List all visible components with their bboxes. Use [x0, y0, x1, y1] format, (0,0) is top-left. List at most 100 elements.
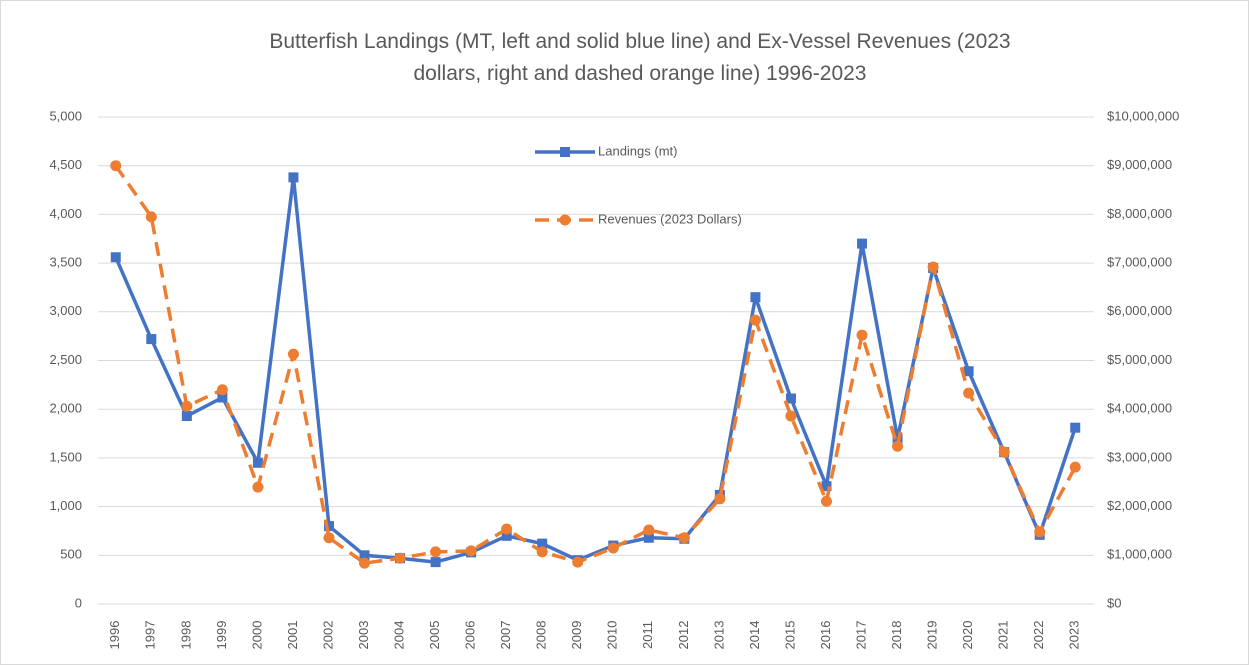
chart-title: Butterfish Landings (MT, left and solid … [269, 30, 1011, 85]
y2-tick-label: $4,000,000 [1107, 401, 1172, 416]
marker [963, 366, 974, 377]
marker [217, 392, 228, 403]
marker [643, 524, 655, 536]
x-tick-label: 2011 [640, 621, 655, 649]
y2-tick-label: $2,000,000 [1107, 498, 1172, 513]
marker [536, 546, 548, 558]
x-tick-label: 2022 [1031, 621, 1046, 650]
marker [785, 410, 797, 422]
marker [785, 393, 796, 404]
marker [537, 538, 548, 549]
marker [998, 446, 1010, 458]
marker [146, 334, 157, 345]
x-tick-label: 2002 [320, 621, 335, 650]
y2-tick-label: $8,000,000 [1107, 206, 1172, 221]
y-tick-label: 5,000 [49, 108, 82, 123]
marker [323, 521, 334, 532]
y-tick-label: 1,000 [49, 498, 82, 513]
y2-tick-label: $1,000,000 [1107, 547, 1172, 562]
marker [323, 532, 335, 544]
legend-label: Revenues (2023 Dollars) [598, 211, 742, 226]
series-line [114, 164, 1077, 565]
marker [559, 214, 571, 226]
marker [110, 160, 122, 172]
y-tick-label: 4,000 [49, 206, 82, 221]
x-tick-label: 2018 [889, 621, 904, 650]
x-tick-label: 2006 [463, 621, 478, 650]
x-tick-label: 2021 [996, 621, 1011, 650]
marker [145, 211, 157, 223]
marker [216, 384, 228, 396]
y-tick-label: 2,500 [49, 352, 82, 367]
marker [750, 292, 761, 303]
marker [1069, 461, 1081, 473]
y2-tick-label: $0 [1107, 595, 1121, 610]
marker [856, 329, 868, 341]
marker [430, 546, 442, 558]
y-tick-label: 3,000 [49, 303, 82, 318]
y2-tick-label: $10,000,000 [1107, 108, 1179, 123]
y-tick-label: 2,000 [49, 401, 82, 416]
marker [1034, 526, 1046, 538]
marker [963, 387, 975, 399]
marker [560, 147, 570, 157]
x-tick-label: 2013 [711, 621, 726, 650]
x-tick-label: 1998 [178, 621, 193, 650]
y-tick-label: 1,500 [49, 449, 82, 464]
y-tick-label: 0 [75, 595, 82, 610]
marker [678, 532, 690, 544]
x-tick-label: 1996 [107, 621, 122, 650]
x-tick-label: 2001 [285, 621, 300, 650]
marker [394, 552, 406, 564]
marker [287, 348, 299, 360]
x-tick-label: 2007 [498, 621, 513, 650]
x-tick-label: 1999 [214, 621, 229, 650]
x-tick-label: 2023 [1067, 621, 1082, 650]
x-tick-label: 2005 [427, 621, 442, 650]
x-tick-label: 2004 [391, 621, 406, 650]
x-tick-label: 2009 [569, 621, 584, 650]
legend-label: Landings (mt) [598, 143, 677, 158]
marker [714, 493, 726, 505]
x-tick-label: 1997 [143, 621, 158, 650]
x-tick-label: 2014 [747, 621, 762, 650]
marker [430, 557, 441, 568]
marker [821, 481, 832, 492]
marker [181, 411, 192, 422]
x-tick-label: 2016 [818, 621, 833, 650]
marker [892, 440, 904, 452]
marker [181, 400, 193, 412]
y2-tick-label: $7,000,000 [1107, 255, 1172, 270]
marker [359, 550, 370, 561]
marker [643, 532, 654, 543]
y2-tick-label: $5,000,000 [1107, 352, 1172, 367]
x-tick-label: 2008 [534, 621, 549, 650]
y-tick-label: 3,500 [49, 255, 82, 270]
marker [820, 495, 832, 507]
x-tick-label: 2020 [960, 621, 975, 650]
x-tick-label: 2015 [782, 621, 797, 650]
marker [252, 481, 264, 493]
y2-tick-label: $3,000,000 [1107, 449, 1172, 464]
marker [501, 530, 512, 541]
y2-tick-label: $9,000,000 [1107, 157, 1172, 172]
marker [1070, 422, 1081, 433]
marker [749, 314, 761, 326]
marker [857, 238, 868, 249]
x-tick-label: 2019 [925, 621, 940, 650]
x-tick-label: 2000 [249, 621, 264, 650]
x-tick-label: 2012 [676, 621, 691, 650]
marker [927, 261, 939, 273]
marker [501, 523, 513, 535]
marker [252, 457, 263, 468]
marker [465, 545, 477, 557]
y-tick-label: 4,500 [49, 157, 82, 172]
x-tick-label: 2017 [853, 621, 868, 650]
y2-tick-label: $6,000,000 [1107, 303, 1172, 318]
marker [572, 556, 584, 568]
x-tick-label: 2010 [605, 621, 620, 650]
marker [607, 542, 619, 554]
